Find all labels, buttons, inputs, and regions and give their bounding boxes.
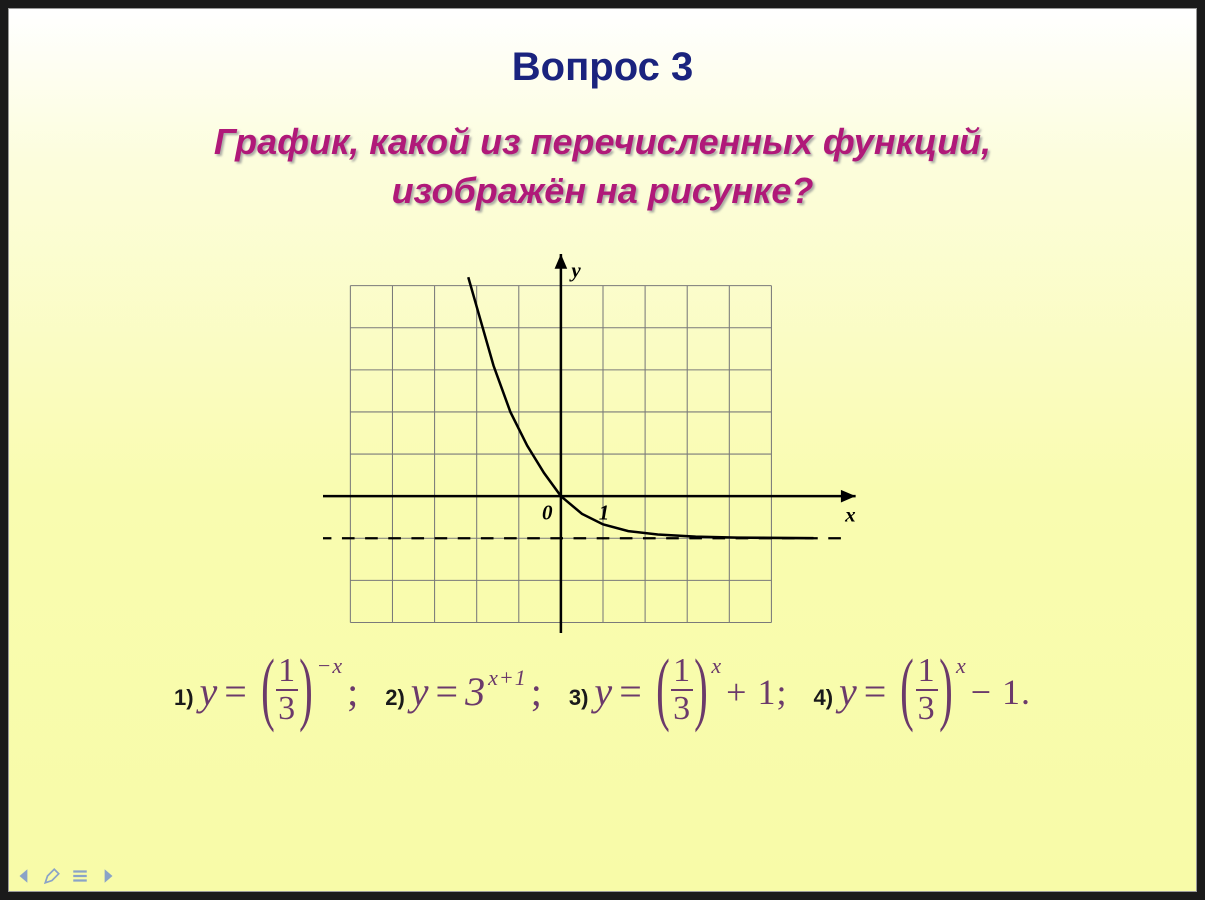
exponent: x <box>956 653 967 679</box>
exponent: x+1 <box>488 665 527 691</box>
question-title: Вопрос 3 <box>9 45 1196 90</box>
subtitle-line-1: График, какой из перечисленных функций, <box>214 121 991 162</box>
chart-container: y x 0 1 <box>9 233 1196 633</box>
option-number: 1) <box>174 685 194 710</box>
exponent: −x <box>316 653 343 679</box>
option-1-formula: y= ( 13 ) −x ; <box>200 655 360 728</box>
slide-toolbar <box>15 867 117 885</box>
option-2[interactable]: 2) y= 3x+1 ; <box>385 668 543 715</box>
option-tail: ; <box>347 668 359 715</box>
option-2-formula: y= 3x+1 ; <box>411 668 543 715</box>
option-tail: − 1. <box>971 671 1031 713</box>
option-tail: + 1; <box>726 671 787 713</box>
svg-text:1: 1 <box>598 501 609 525</box>
subtitle-line-2: изображён на рисунке? <box>392 170 814 211</box>
option-tail: ; <box>531 668 543 715</box>
option-number: 4) <box>813 685 833 710</box>
slide: Вопрос 3 График, какой из перечисленных … <box>8 8 1197 892</box>
next-icon[interactable] <box>99 867 117 885</box>
svg-text:x: x <box>844 503 856 527</box>
function-graph: y x 0 1 <box>323 233 883 633</box>
exponent: x <box>711 653 722 679</box>
pen-icon[interactable] <box>43 867 61 885</box>
menu-icon[interactable] <box>71 867 89 885</box>
answer-options: 1) y= ( 13 ) −x ; 2) y= 3x+1 ; 3) y= ( <box>9 655 1196 728</box>
option-4-formula: y= ( 13 ) x − 1. <box>839 655 1031 728</box>
fraction-numerator: 1 <box>278 653 296 689</box>
question-subtitle: График, какой из перечисленных функций, … <box>9 118 1196 215</box>
svg-text:y: y <box>568 258 581 282</box>
svg-text:0: 0 <box>541 501 552 525</box>
option-4[interactable]: 4) y= ( 13 ) x − 1. <box>813 655 1031 728</box>
option-number: 3) <box>569 685 589 710</box>
option-3-formula: y= ( 13 ) x + 1; <box>594 655 787 728</box>
base: 3 <box>465 668 486 715</box>
option-number: 2) <box>385 685 405 710</box>
fraction-denominator: 3 <box>276 689 298 727</box>
prev-icon[interactable] <box>15 867 33 885</box>
fraction-denominator: 3 <box>916 689 938 727</box>
option-1[interactable]: 1) y= ( 13 ) −x ; <box>174 655 359 728</box>
option-3[interactable]: 3) y= ( 13 ) x + 1; <box>569 655 788 728</box>
fraction-denominator: 3 <box>671 689 693 727</box>
fraction-numerator: 1 <box>673 653 691 689</box>
fraction-numerator: 1 <box>918 653 936 689</box>
